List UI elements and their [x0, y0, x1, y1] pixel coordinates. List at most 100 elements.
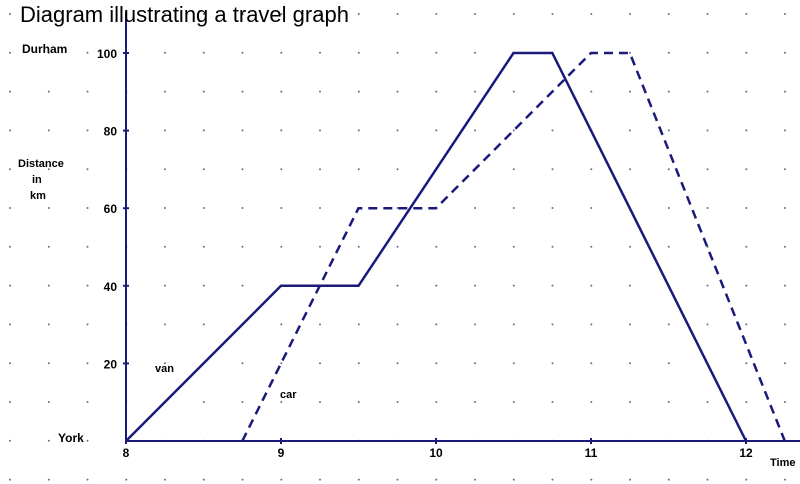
series-line-van [125, 51, 748, 442]
grid-dot [474, 13, 476, 15]
grid-dot [784, 90, 786, 93]
grid-dot [551, 129, 554, 132]
grid-dot [164, 478, 166, 481]
grid-dot [474, 207, 476, 209]
grid-dot [86, 168, 89, 171]
place-label-york: York [58, 431, 84, 445]
grid-dot [47, 284, 50, 287]
grid-dot [9, 13, 11, 15]
grid-dot [357, 323, 360, 326]
grid-dot [551, 478, 554, 481]
grid-dot [9, 478, 11, 481]
grid-dot [280, 245, 283, 248]
x-tick-label: 10 [429, 446, 443, 460]
grid-dot [784, 129, 786, 132]
grid-dot [784, 207, 786, 209]
grid-dot [319, 362, 321, 365]
grid-dot [164, 323, 166, 326]
grid-dot [202, 478, 205, 481]
grid-dot [202, 401, 205, 403]
grid-dot [745, 362, 748, 365]
grid-dot [667, 245, 670, 248]
grid-dot [86, 90, 89, 93]
x-tick-label: 12 [739, 446, 753, 460]
grid-dot [396, 401, 399, 403]
grid-dot [319, 129, 321, 132]
grid-dot [667, 362, 670, 365]
grid-dot [512, 168, 515, 171]
grid-dot [435, 245, 438, 248]
grid-dot [474, 401, 476, 403]
grid-dot [629, 362, 631, 365]
grid-dot [745, 245, 748, 248]
grid-dot [435, 129, 438, 132]
grid-dot [241, 168, 244, 171]
grid-dot [47, 51, 50, 54]
grid-dot [47, 13, 50, 15]
grid-dot [667, 207, 670, 209]
grid-dot [47, 90, 50, 93]
grid-dot [396, 362, 399, 365]
grid-dot [512, 90, 515, 93]
grid-dot [590, 401, 593, 403]
grid-dot [784, 362, 786, 365]
grid-dot [280, 362, 283, 365]
grid-dot [512, 362, 515, 365]
grid-dot [86, 245, 89, 248]
y-tick-label: 100 [97, 47, 117, 61]
grid-dot [551, 245, 554, 248]
grid-dot [86, 439, 89, 442]
grid-dot [241, 13, 244, 15]
grid-dot [241, 129, 244, 132]
grid-dot [280, 129, 283, 132]
grid-dot [629, 51, 631, 54]
grid-dot [47, 129, 50, 132]
grid-dot [202, 207, 205, 209]
grid-dot [319, 168, 321, 171]
grid-dot [784, 323, 786, 326]
grid-dot [667, 90, 670, 93]
grid-dot [551, 207, 554, 209]
x-tick-label: 9 [278, 446, 285, 460]
grid-dot [706, 323, 709, 326]
grid-dot [667, 168, 670, 171]
grid-dot [667, 51, 670, 54]
grid-dot [474, 284, 476, 287]
grid-dot [474, 478, 476, 481]
grid-dot [512, 245, 515, 248]
grid-dot [47, 478, 50, 481]
grid-dot [629, 401, 631, 403]
grid-dot [280, 168, 283, 171]
grid-dot [784, 284, 786, 287]
series-label-van: van [155, 363, 174, 375]
grid-dot [435, 284, 438, 287]
grid-dot [745, 478, 748, 481]
grid-dot [512, 401, 515, 403]
x-tick-label: 11 [585, 446, 598, 460]
grid-dot [357, 168, 360, 171]
grid-dot [357, 245, 360, 248]
grid-dot [435, 478, 438, 481]
grid-dot [9, 168, 11, 171]
y-tick-label: 80 [104, 125, 118, 139]
grid-dot [396, 129, 399, 132]
grid-dot [86, 129, 89, 132]
grid-dot [590, 90, 593, 93]
grid-dot [280, 207, 283, 209]
grid-dot [551, 362, 554, 365]
grid-dot [435, 401, 438, 403]
grid-dot [706, 51, 709, 54]
grid-dot [745, 168, 748, 171]
grid-dot [9, 207, 11, 209]
grid-dot [241, 207, 244, 209]
grid-dot [202, 168, 205, 171]
grid-dot [474, 245, 476, 248]
grid-dot [784, 478, 786, 481]
grid-dot [745, 90, 748, 93]
grid-dot [86, 401, 89, 403]
grid-dot [629, 323, 631, 326]
grid-dot [667, 13, 670, 15]
grid-dot [629, 284, 631, 287]
grid-dot [396, 284, 399, 287]
grid-dot [784, 168, 786, 171]
